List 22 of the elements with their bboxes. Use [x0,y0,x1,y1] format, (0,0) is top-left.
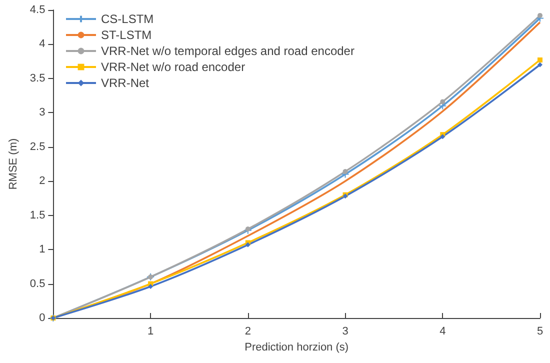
y-tick-label: 4 [39,38,46,50]
y-axis-title: RMSE (m) [8,138,20,190]
legend-label: CS-LSTM [101,12,154,26]
x-tick-label: 5 [536,326,544,338]
x-tick-label: 4 [440,326,446,338]
legend-label: VRR-Net w/o temporal edges and road encoder [101,44,354,58]
y-tick-label: 3 [39,106,46,119]
x-tick-label: 2 [244,326,251,338]
y-tick-label: 3.5 [30,72,46,84]
y-tick-label: 2.5 [30,140,46,153]
y-tick-label: 1.5 [30,209,46,222]
y-tick-label: 1 [39,244,46,256]
x-tick-label: 1 [147,326,154,338]
y-tick-label: 0 [39,312,46,324]
legend-label: VRR-Net w/o road encoder [101,60,246,74]
y-tick-label: 0.5 [30,278,46,290]
legend-label: VRR-Net [101,76,150,90]
x-tick-label: 3 [342,326,348,338]
legend-label: ST-LSTM [101,28,152,42]
x-axis-title: Prediction horzion (s) [244,341,349,354]
y-tick-label: 2 [39,175,46,188]
y-tick-label: 4.5 [30,4,46,16]
